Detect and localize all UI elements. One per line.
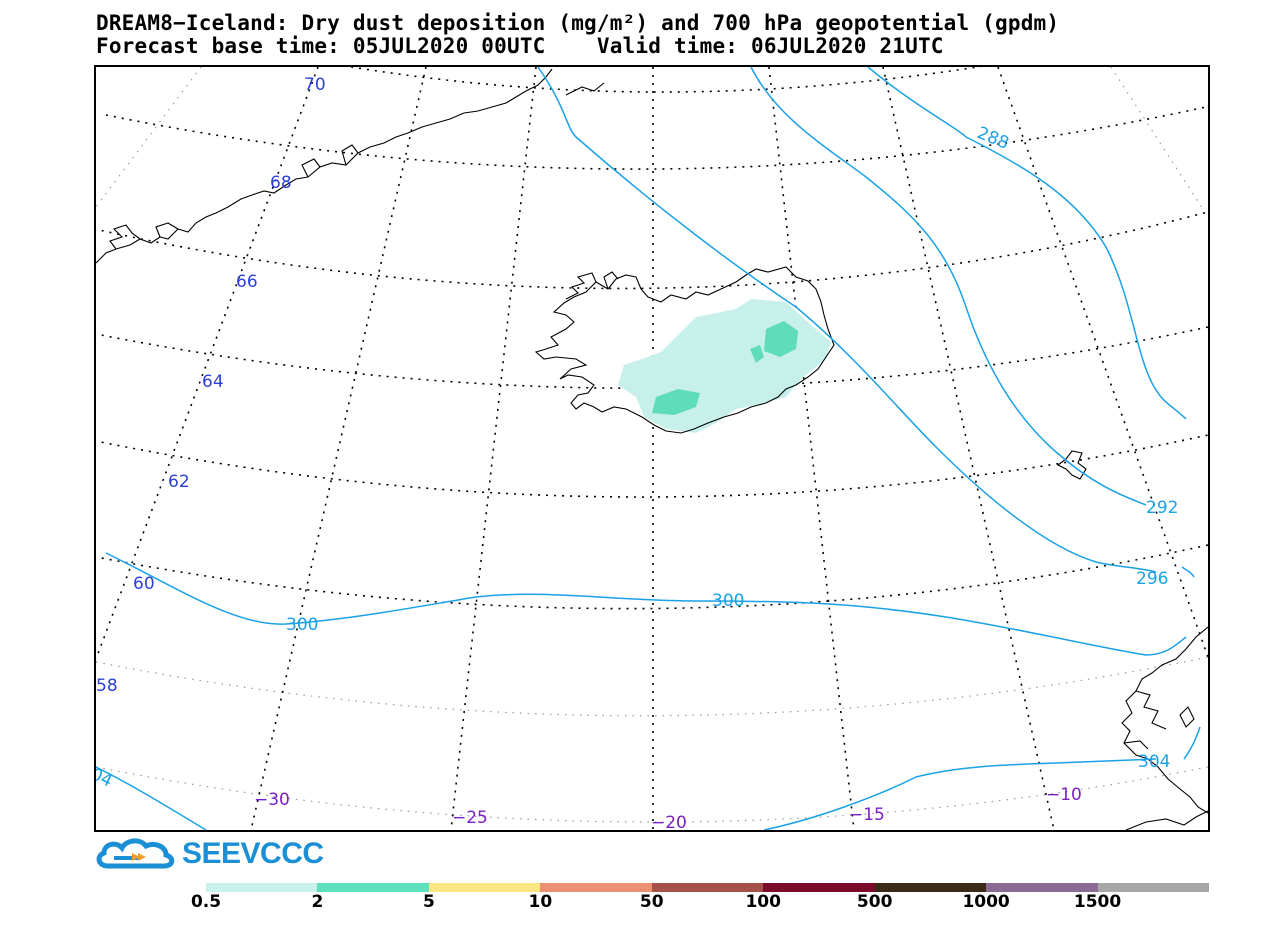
map-title-line-2: Forecast base time: 05JUL2020 00UTC Vali… (96, 34, 944, 58)
contour-288-northeast (867, 67, 1187, 420)
colorbar-label-6: 500 (856, 892, 893, 912)
lat-label-68: 68 (270, 173, 292, 193)
dust-area-medium-east-small (750, 345, 764, 363)
longitude-line-5 (997, 67, 1208, 658)
contour-304-norway-edge (1183, 726, 1201, 760)
longitude-gridlines (96, 67, 1208, 830)
latitude-line-62 (96, 434, 1208, 498)
contour-292-diagonal (537, 67, 1157, 573)
contour-label-296: 296 (1136, 569, 1168, 589)
lon-label-30: −30 (254, 790, 290, 810)
colorbar (206, 883, 1209, 892)
contour-labels: 288 292 296 300 300 304 304 (96, 123, 1178, 792)
lat-label-66: 66 (236, 272, 258, 292)
colorbar-segment-6 (874, 883, 987, 892)
longitude-line-west-edge (96, 67, 202, 208)
lon-label-10: −10 (1046, 785, 1082, 805)
dust-deposition-shading (618, 299, 831, 433)
dust-area-light (618, 299, 831, 433)
coastline-greenland-fjords-e (565, 82, 605, 96)
map-panel: 288 292 296 300 300 304 304 70 68 66 64 … (94, 65, 1210, 832)
coastline-iceland-westfjords-a (565, 272, 597, 300)
colorbar-label-0: 0.5 (190, 892, 222, 912)
map-canvas: 288 292 296 300 300 304 304 70 68 66 64 … (96, 67, 1208, 830)
dust-area-medium-east (764, 321, 798, 357)
lon-label-20: −20 (651, 813, 687, 830)
latitude-gridlines (96, 67, 1208, 610)
colorbar-label-4: 50 (639, 892, 664, 912)
coastline-greenland-fjords-d (341, 144, 359, 166)
latitude-line-70 (346, 67, 983, 93)
lat-label-60: 60 (133, 574, 155, 594)
contour-label-288: 288 (974, 123, 1012, 154)
colorbar-segment-5 (763, 883, 875, 892)
coastline-iceland-westfjords-b (603, 271, 619, 290)
contour-300 (105, 552, 1187, 656)
longitude-labels: −30 −25 −20 −15 −10 (254, 785, 1082, 830)
lat-label-70: 70 (304, 75, 326, 95)
lon-label-15: −15 (849, 805, 885, 825)
lat-label-58: 58 (96, 676, 118, 696)
colorbar-label-8: 1500 (1073, 892, 1122, 912)
contour-label-304-east: 304 (1138, 752, 1170, 772)
colorbar-segment-0 (206, 883, 318, 892)
lat-label-64: 64 (202, 372, 224, 392)
coastline-norway-south (1125, 810, 1208, 830)
coastline-iceland (534, 266, 835, 434)
coastline-faroe-islands (1056, 450, 1087, 480)
coastline-shetland (1179, 706, 1195, 728)
coastline-greenland (96, 68, 553, 264)
colorbar-segment-4 (651, 883, 764, 892)
coastline-norway (1121, 626, 1208, 814)
colorbar-segment-8 (1097, 883, 1209, 892)
colorbar-labels: 0.5 2 5 10 50 100 500 1000 1500 (0, 892, 1271, 914)
longitude-line-15 (768, 67, 855, 830)
coastlines (96, 68, 1208, 830)
colorbar-label-5: 100 (745, 892, 781, 912)
latitude-line-60 (96, 544, 1208, 610)
longitude-line-east-edge (1110, 67, 1208, 218)
colorbar-label-2: 5 (422, 892, 435, 912)
contour-304-south (763, 758, 1157, 830)
contour-label-300-center: 300 (712, 591, 744, 611)
latitude-line-68 (105, 106, 1207, 170)
contour-label-304-west: 304 (96, 760, 115, 792)
latitude-line-66 (96, 211, 1208, 290)
dust-area-medium-south (652, 389, 700, 415)
coastline-norway-fjords-a (1135, 690, 1167, 730)
colorbar-label-7: 1000 (962, 892, 1010, 912)
coastline-norway-fjords-b (1123, 740, 1149, 750)
longitude-line-10 (882, 67, 1055, 830)
colorbar-segment-3 (540, 883, 652, 892)
logo-wordmark: SEEVCCC (182, 837, 324, 870)
latitude-labels: 70 68 66 64 62 60 58 (96, 75, 326, 696)
lat-label-62: 62 (168, 472, 190, 492)
coastline-greenland-fjords-b (155, 222, 179, 238)
longitude-line-25 (450, 67, 537, 830)
longitude-line-35 (96, 67, 319, 660)
seevccc-logo: SEEVCCC (94, 834, 324, 874)
geopotential-contours (96, 67, 1201, 830)
coastline-greenland-fjords-c (301, 158, 321, 178)
colorbar-segment-7 (986, 883, 1098, 892)
lon-label-25: −25 (452, 808, 488, 828)
contour-label-292: 292 (1146, 498, 1178, 518)
colorbar-segment-1 (317, 883, 429, 892)
contour-296-edge-curl (1181, 566, 1195, 578)
coastline-greenland-fjords-a (109, 224, 141, 250)
latitude-line-58 (96, 656, 1208, 717)
cloud-logo-icon (96, 838, 175, 869)
colorbar-label-1: 2 (311, 892, 324, 912)
contour-304 (96, 766, 207, 830)
contour-label-300-west: 300 (286, 615, 318, 635)
colorbar-segment-2 (428, 883, 541, 892)
contour-north-central (750, 67, 1147, 506)
map-title-line-1: DREAM8−Iceland: Dry dust deposition (mg/… (96, 11, 1060, 35)
colorbar-label-3: 10 (528, 892, 553, 912)
